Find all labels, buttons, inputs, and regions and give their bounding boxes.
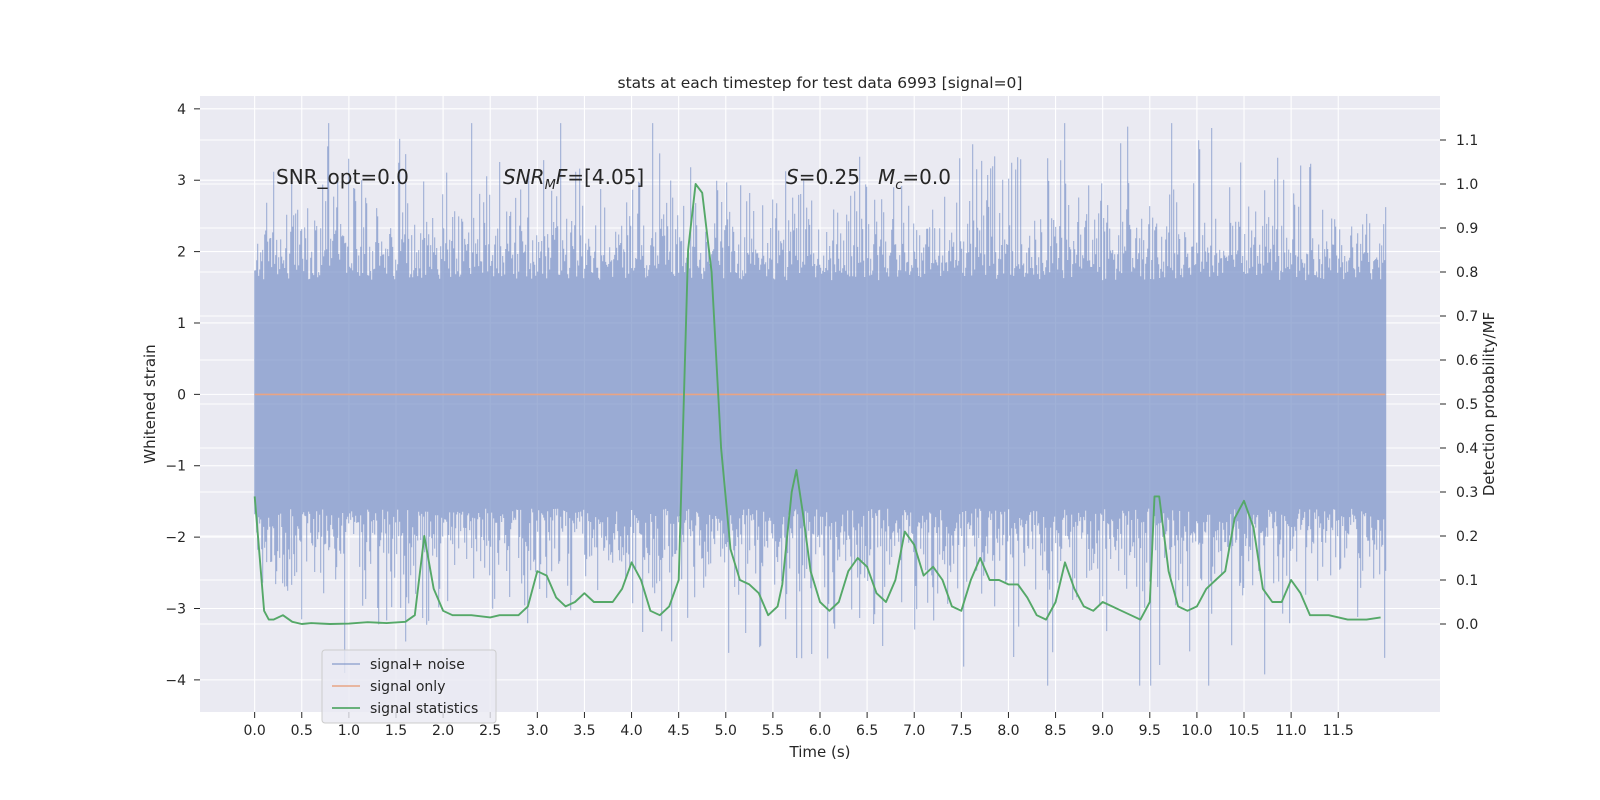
y-ticks-right: 0.0 0.1 0.2 0.3 0.4 0.5 0.6 0.7 0.8 0.9 1.0 1.1 — [1440, 133, 1478, 633]
annotation-snr-mf-value: =[4.05] — [567, 165, 644, 189]
x-tick-label: 0.5 — [291, 723, 313, 739]
chart-title: stats at each timestep for test data 699… — [618, 74, 1023, 92]
series-signal-statistics — [253, 183, 1381, 625]
x-tick-label: 6.0 — [809, 723, 831, 739]
x-tick-label: 2.5 — [479, 723, 501, 739]
y-tick-label-right: 0.2 — [1456, 529, 1478, 545]
x-tick-label: 8.5 — [1044, 723, 1066, 739]
y-tick-label-left: 2 — [177, 245, 186, 261]
line-signal-noise — [254, 123, 1387, 686]
legend-box — [321, 649, 497, 724]
annotation-snr-mf-f: F — [556, 165, 568, 189]
annotation-snr-mf-base: SNR — [503, 165, 545, 189]
annotation-mc-label: M — [878, 165, 895, 189]
y-tick-label-right: 0.4 — [1456, 441, 1478, 457]
annotation-s-value: =0.25 — [799, 165, 860, 189]
x-tick-label: 11.0 — [1276, 723, 1307, 739]
x-tick-label: 3.5 — [573, 723, 595, 739]
x-tick-label: 2.0 — [432, 723, 454, 739]
annotation-snr-opt: SNR_opt=0.0 — [276, 165, 409, 189]
line-signal-statistics — [253, 183, 1381, 625]
x-tick-label: 1.5 — [385, 723, 407, 739]
y-tick-label-left: −2 — [165, 530, 186, 546]
x-tick-label: 1.0 — [338, 723, 360, 739]
x-tick-label: 4.0 — [620, 723, 642, 739]
x-axis-label: Time (s) — [789, 743, 851, 761]
annotation-s-mc: S=0.25 Mc=0.0 — [786, 165, 951, 193]
y-tick-label-right: 0.5 — [1456, 397, 1478, 413]
annotations: SNR_opt=0.0 SNRMF=[4.05] S=0.25 Mc=0.0 — [276, 165, 951, 193]
x-ticks: 0.0 0.5 1.0 1.5 2.0 2.5 3.0 3.5 4.0 4.5 5.0 5.5 6.0 6… — [244, 712, 1354, 739]
legend: signal+ noise signal only signal statist… — [321, 649, 497, 724]
x-tick-label: 5.5 — [762, 723, 784, 739]
y-tick-label-right: 0.7 — [1456, 309, 1478, 325]
y-tick-label-right: 0.3 — [1456, 485, 1478, 501]
x-tick-label: 4.5 — [668, 723, 690, 739]
x-tick-label: 11.5 — [1323, 723, 1354, 739]
y-tick-label-left: 0 — [177, 387, 186, 403]
legend-label-signal-noise: signal+ noise — [370, 657, 465, 673]
x-tick-label: 10.5 — [1228, 723, 1259, 739]
legend-label-signal-only: signal only — [370, 679, 445, 695]
y-axis-label-left: Whitened strain — [141, 344, 159, 463]
y-tick-label-left: 4 — [177, 102, 186, 118]
x-tick-label: 5.0 — [715, 723, 737, 739]
x-tick-label: 9.0 — [1092, 723, 1114, 739]
y-tick-label-right: 0.1 — [1456, 573, 1478, 589]
x-tick-label: 8.0 — [997, 723, 1019, 739]
x-tick-label: 7.0 — [903, 723, 925, 739]
y-tick-label-left: −4 — [165, 673, 186, 689]
legend-label-signal-statistics: signal statistics — [370, 701, 478, 717]
x-tick-label: 9.5 — [1139, 723, 1161, 739]
y-axis-label-right: Detection probability/MF — [1480, 312, 1498, 496]
y-tick-label-left: −1 — [165, 459, 186, 475]
annotation-mc-value: =0.0 — [902, 165, 951, 189]
x-tick-label: 3.0 — [526, 723, 548, 739]
x-tick-label: 0.0 — [244, 723, 266, 739]
annotation-s-label: S — [786, 165, 799, 189]
annotation-mc-sub: c — [895, 178, 902, 193]
y-tick-label-right: 0.8 — [1456, 265, 1478, 281]
y-tick-label-left: −3 — [165, 602, 186, 618]
annotation-snr-mf: SNRMF=[4.05] — [503, 165, 644, 193]
y-tick-label-right: 0.9 — [1456, 221, 1478, 237]
y-ticks-left: −4 −3 −2 −1 0 1 2 3 4 — [165, 102, 200, 689]
y-tick-label-right: 0.6 — [1456, 353, 1478, 369]
series-signal-noise — [254, 123, 1387, 686]
x-tick-label: 7.5 — [950, 723, 972, 739]
y-tick-label-left: 1 — [177, 316, 186, 332]
x-tick-label: 6.5 — [856, 723, 878, 739]
y-tick-label-right: 1.0 — [1456, 177, 1478, 193]
y-tick-label-right: 1.1 — [1456, 133, 1478, 149]
y-tick-label-left: 3 — [177, 173, 186, 189]
annotation-snr-mf-sub: M — [545, 178, 556, 193]
y-tick-label-right: 0.0 — [1456, 617, 1478, 633]
x-tick-label: 10.0 — [1181, 723, 1212, 739]
